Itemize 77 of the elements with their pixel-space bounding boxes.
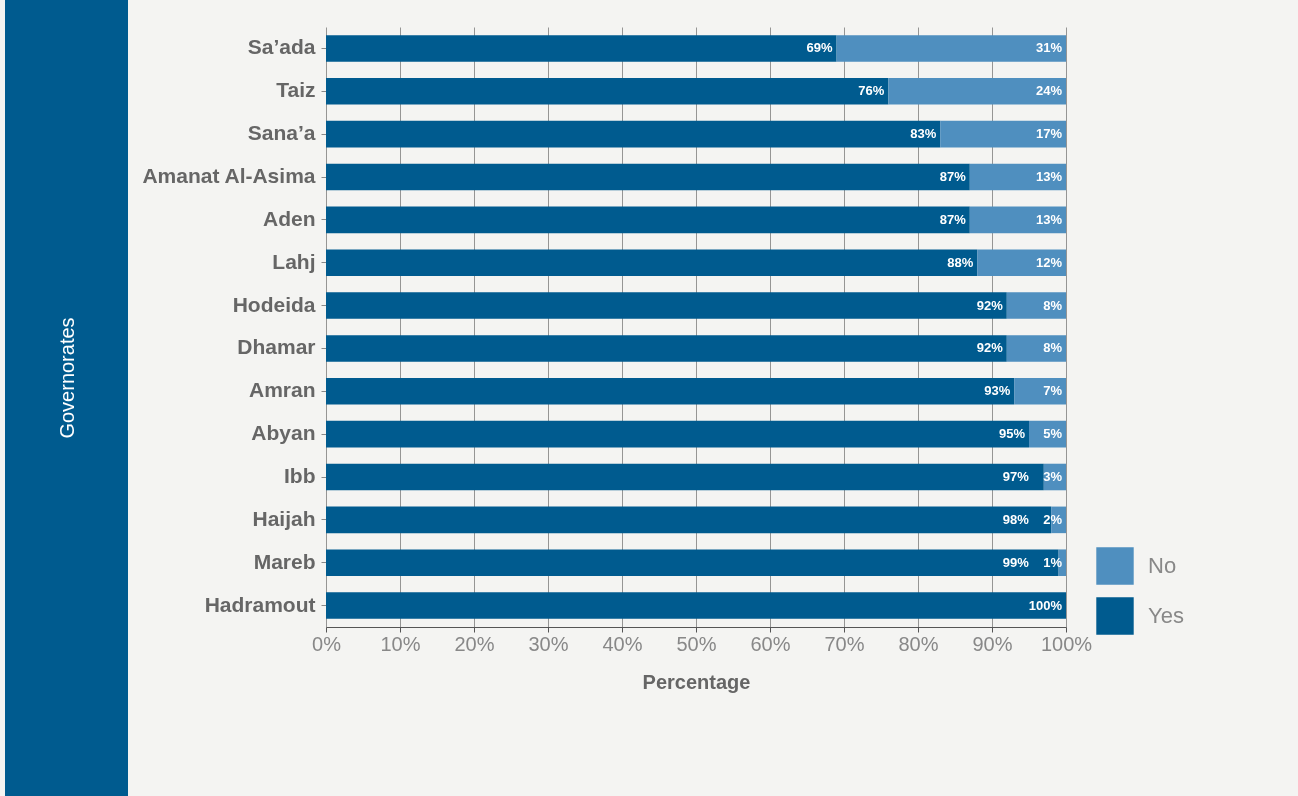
data-label: 17% [1035,126,1063,142]
data-label: 2% [1043,511,1063,527]
data-label: 3% [1043,469,1063,484]
data-label: 99% [1002,554,1030,570]
bar [888,78,1066,105]
data-label: 87% [939,169,967,184]
data-label: 8% [1043,340,1063,356]
data-label: 92% [976,340,1004,356]
data-label: 13% [1035,211,1063,227]
bar [969,206,1066,234]
x-tick-label: 80% [898,632,939,655]
legend-label: No [1148,553,1177,578]
bar [326,292,1007,319]
y-tick-label: Lahj [272,249,316,273]
y-tick-label: Amanat Al-Asima [142,164,316,187]
data-label: 7% [1043,383,1063,399]
bar [326,35,837,62]
x-tick-label: 90% [972,632,1013,655]
x-tick-label: 70% [824,632,865,655]
data-label: 13% [1035,169,1063,184]
bar [326,463,1044,491]
bar [326,78,889,105]
x-tick-label: 100% [1040,632,1093,655]
x-tick-label: 20% [454,632,495,655]
data-label: 93% [984,383,1011,399]
bar [940,120,1066,148]
bar [326,378,1015,405]
y-tick-label: Ibb [284,464,316,487]
y-tick-label: Sana’a [247,121,316,145]
x-tick-label: 40% [602,632,643,655]
data-label: 95% [998,426,1026,442]
data-label: 69% [806,40,834,56]
data-label: 100% [1028,597,1063,613]
y-tick-label: Dhamar [237,335,316,359]
bar [326,592,1066,619]
bar [326,249,978,276]
y-tick-label: Aden [263,206,316,230]
y-axis-title: Governorates [55,317,79,439]
data-label: 24% [1035,83,1063,99]
data-label: 83% [910,126,937,142]
y-tick-label: Abyan [251,421,316,445]
data-label: 1% [1043,554,1063,570]
data-label: 87% [939,211,967,227]
y-tick-label: Mareb [253,549,316,573]
y-tick-label: Haijah [252,506,316,530]
data-label: 76% [858,83,885,99]
bar [326,206,970,234]
data-label: 8% [1043,297,1063,313]
bar [836,35,1066,62]
bar [326,335,1007,362]
x-tick-label: 30% [528,632,569,655]
bar [326,163,970,191]
y-tick-label: Hodeida [232,292,316,316]
y-tick-label: Sa’ada [247,35,316,59]
x-tick-label: 60% [750,632,791,655]
bar [969,163,1066,191]
data-label: 5% [1043,426,1063,442]
data-label: 31% [1035,40,1063,56]
bar [1006,292,1066,319]
x-axis-title: Percentage [642,670,751,693]
y-tick-label: Amran [248,378,316,402]
bar [1006,335,1066,362]
data-label: 97% [1002,469,1030,484]
data-label: 12% [1035,254,1063,270]
bar [977,249,1066,276]
data-label: 88% [947,254,974,270]
bar [1014,378,1066,405]
x-tick-label: 50% [676,632,717,655]
bar [326,120,941,148]
legend-label: Yes [1148,603,1184,628]
y-tick-label: Hadramout [204,592,316,616]
data-label: 98% [1002,511,1030,527]
x-tick-label: 10% [380,632,421,655]
bar [326,420,1029,448]
data-label: 92% [976,297,1004,313]
x-tick-label: 0% [312,632,342,655]
y-tick-label: Taiz [276,78,316,102]
